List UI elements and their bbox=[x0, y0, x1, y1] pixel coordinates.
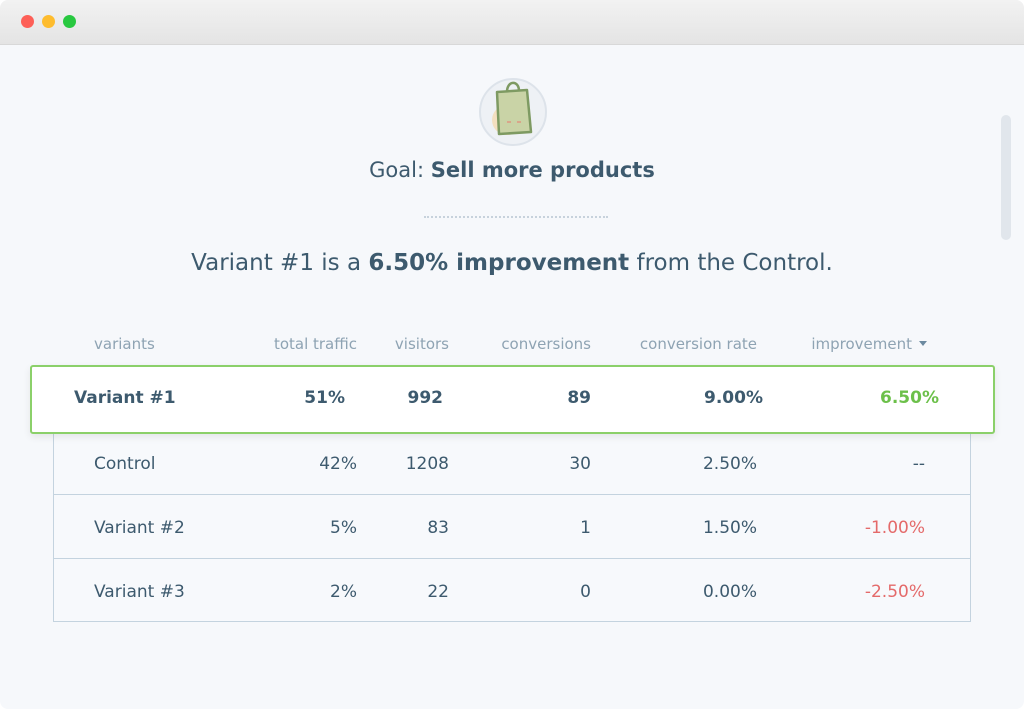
table-cell: 89 bbox=[567, 388, 591, 408]
goal-label: Goal: bbox=[369, 158, 425, 182]
zoom-button[interactable] bbox=[63, 15, 76, 28]
table-cell: 992 bbox=[407, 388, 444, 408]
title-bar bbox=[0, 0, 1024, 45]
sort-arrow[interactable] bbox=[918, 340, 928, 348]
column-header: variants bbox=[94, 335, 155, 353]
column-header: conversion rate bbox=[639, 335, 757, 353]
variant-name: Variant #2 bbox=[94, 518, 185, 538]
summary-lead: Variant #1 is a bbox=[191, 250, 362, 276]
column-header: visitors bbox=[394, 335, 449, 353]
scrollbar[interactable] bbox=[1001, 115, 1011, 240]
row-separator bbox=[53, 558, 971, 559]
variant-name: Variant #1 bbox=[74, 388, 176, 408]
table-cell: 30 bbox=[569, 454, 591, 474]
table-cell: 2% bbox=[330, 582, 357, 602]
column-header: conversions bbox=[501, 335, 591, 353]
column-header: improvement bbox=[811, 335, 912, 353]
table-cell: 22 bbox=[427, 582, 449, 602]
column-header: total traffic bbox=[273, 335, 357, 353]
table-cell: 0 bbox=[580, 582, 591, 602]
row-separator bbox=[53, 494, 971, 495]
table-body bbox=[53, 432, 971, 622]
minimize-button[interactable] bbox=[42, 15, 55, 28]
summary-tail: from the Control. bbox=[636, 250, 833, 276]
table-cell: 6.50% bbox=[880, 388, 939, 408]
summary-highlight: 6.50% improvement bbox=[368, 250, 630, 276]
variant-name: Variant #3 bbox=[94, 582, 185, 602]
table-cell: 1208 bbox=[405, 454, 449, 474]
table-cell: 1.50% bbox=[702, 518, 757, 538]
table-cell: -2.50% bbox=[864, 582, 925, 602]
table-cell: 9.00% bbox=[704, 388, 763, 408]
table-cell: 42% bbox=[319, 454, 357, 474]
divider bbox=[424, 216, 608, 218]
table-cell: 2.50% bbox=[702, 454, 757, 474]
table-cell: 83 bbox=[427, 518, 449, 538]
summary: Variant #1 is a 6.50% improvement from t… bbox=[0, 250, 1024, 276]
goal: Goal: Sell more products bbox=[0, 158, 1024, 182]
table-cell: 1 bbox=[580, 518, 591, 538]
goal-icon bbox=[479, 78, 547, 146]
goal-text: Sell more products bbox=[430, 158, 655, 182]
highlighted-row[interactable] bbox=[30, 365, 995, 434]
table-cell: 0.00% bbox=[702, 582, 757, 602]
table-cell: 51% bbox=[304, 388, 345, 408]
variant-name: Control bbox=[94, 454, 156, 474]
table-cell: -- bbox=[912, 454, 925, 474]
table-cell: -1.00% bbox=[864, 518, 925, 538]
table-cell: 5% bbox=[330, 518, 357, 538]
close-button[interactable] bbox=[21, 15, 34, 28]
